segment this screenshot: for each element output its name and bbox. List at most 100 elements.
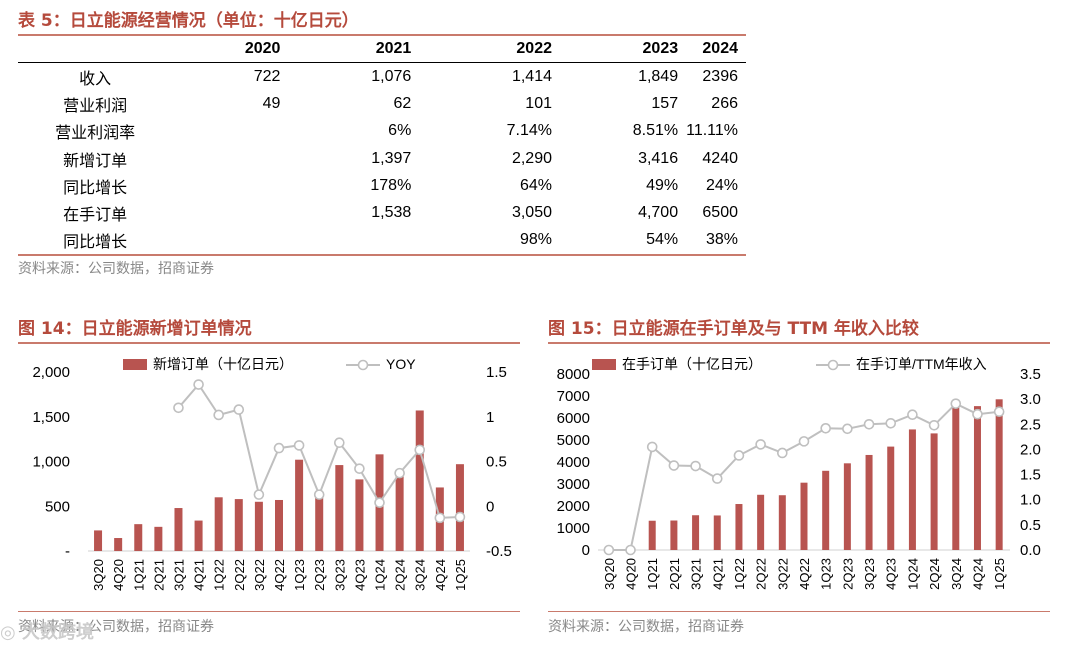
table-source: 资料来源：公司数据，招商证券 [18,261,214,277]
bar-1q25 [455,464,464,551]
table-cell: 1,414 [511,67,552,85]
x-tick-label: 4Q20 [624,558,639,590]
bar-2q24 [930,433,938,550]
line-point-1q24 [907,409,918,421]
x-tick-label: 2Q22 [754,558,769,590]
table-cell: 178% [370,176,412,194]
table-row: 新增订单 1,397 2,290 3,416 4240 [18,145,746,172]
x-tick-label: 1Q25 [992,558,1007,590]
x-tick-label: 2Q23 [312,559,327,591]
bar-1q23 [822,470,830,550]
line-point-3q23 [863,418,875,430]
table-row: 同比增长 98% 54% 38% [18,227,746,254]
line-point-3q24 [414,444,426,456]
right-axis-tick-label: 0.0 [1020,542,1041,559]
row-label: 营业利润 [63,95,128,115]
x-tick-label: 1Q24 [905,558,920,590]
fig14-top-rule [18,342,520,344]
table-header-cell: 2023 [642,40,679,57]
bar-1q22 [214,497,223,551]
x-tick-label: 1Q25 [453,559,468,591]
x-tick-label: 3Q20 [91,559,106,591]
left-axis-tick-label: 0 [582,542,590,559]
bar-1q24 [908,429,916,550]
table-cell: 6500 [702,204,738,222]
line-point-4q21 [193,379,204,390]
left-axis-tick-label: 8000 [557,366,590,383]
bar-2q22 [757,494,765,550]
fig15-top-rule [548,342,1050,344]
x-tick-label: 2Q22 [232,559,247,591]
table-cell [288,227,419,254]
legend-bar-swatch [123,359,147,370]
left-axis-tick-label: 4000 [557,454,590,471]
left-axis-tick-label: 6000 [557,410,590,427]
table-cell [172,227,288,254]
line-point-3q22 [777,447,788,459]
table-cell [172,145,288,172]
row-label: 同比增长 [63,232,128,252]
line-point-1q22 [733,450,745,461]
left-axis-tick-label: 1000 [557,520,590,537]
line-point-1q24 [374,497,385,508]
fig14-chart: - 500 1,000 1,500 2,000 -0.5 0 0.5 1 1.5 3Q20 4Q20 1… [32,356,512,591]
bar-1q25 [995,399,1003,550]
right-axis-tick-label: 0 [486,498,494,515]
table-cell: 4240 [702,149,738,167]
x-tick-label: 1Q22 [732,558,747,590]
x-tick-label: 3Q20 [602,558,617,590]
legend-bar-label: 新增订单（十亿日元） [153,356,293,372]
line-point-4q24 [434,512,446,524]
bar-3q23 [335,465,344,551]
table-cell: 49 [262,94,281,112]
table-row: 同比增长 178% 64% 49% 24% [18,172,746,199]
x-tick-label: 3Q21 [689,558,704,590]
line-point-3q22 [253,489,265,500]
x-tick-label: 4Q21 [710,558,725,590]
bar-1q23 [295,459,304,551]
x-tick-label: 3Q22 [252,559,267,591]
x-tick-label: 4Q21 [192,559,207,591]
fig15-bottom-rule [548,611,1050,612]
fig14-title: 图 14：日立能源新增订单情况 [18,319,252,339]
bar-4q21 [194,520,203,551]
table-row: 在手订单 1,538 3,050 4,700 6500 [18,199,746,226]
bar-2q21 [154,526,163,551]
x-tick-label: 4Q22 [272,559,287,591]
line-point-3q23 [334,437,345,449]
row-label: 营业利润率 [55,123,136,143]
table-row: 营业利润 49 62 101 157 266 [18,90,746,117]
table-cell: 8.51% [632,122,679,140]
row-label: 在手订单 [63,205,128,225]
x-tick-label: 3Q23 [862,558,877,590]
table-header-row: 2020 2021 2022 2023 2024 [18,36,746,63]
x-tick-label: 2Q24 [393,559,408,591]
table-cell: 24% [705,176,738,194]
table-title: 表 5：日立能源经营情况（单位：十亿日元） [18,11,359,31]
fig14-bottom-rule [18,611,520,612]
right-axis-tick-label: -0.5 [486,543,512,560]
line-point-3q24 [950,398,962,409]
legend-line-marker [357,359,369,371]
table-cell: 1,397 [371,149,412,167]
left-axis-tick-label: 2,000 [32,364,70,381]
bar-3q21 [174,508,183,551]
line-point-2q22 [233,404,245,415]
x-tick-label: 1Q21 [645,558,660,590]
table-cell: 54% [646,231,679,249]
bar-4q24 [973,406,981,550]
fig15-source: 资料来源：公司数据，招商证券 [548,619,744,635]
table-cell: 1,076 [371,67,412,85]
bar-2q24 [395,475,404,551]
bar-2q21 [670,520,678,550]
right-axis-tick-label: 3.0 [1020,391,1041,408]
table-cell [172,118,288,145]
line-point-1q23 [293,440,305,451]
bar-3q21 [692,515,700,550]
line-point-4q23 [354,463,365,474]
line-point-2q23 [313,489,325,500]
table-cell: 1,849 [638,67,679,85]
x-tick-label: 3Q21 [171,559,186,591]
row-label: 同比增长 [63,177,128,197]
table-cell: 64% [519,176,552,194]
